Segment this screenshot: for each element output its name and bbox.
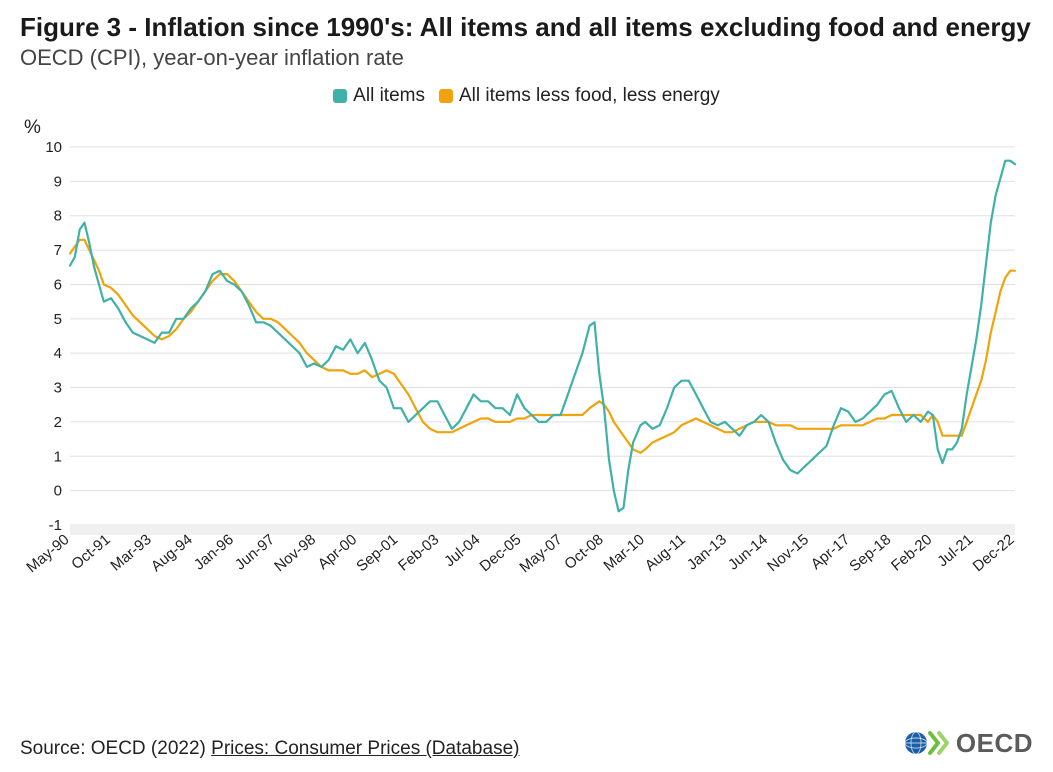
svg-text:Mar-10: Mar-10 — [600, 531, 647, 575]
svg-text:0: 0 — [54, 483, 62, 500]
footer: Source: OECD (2022) Prices: Consumer Pri… — [20, 726, 1033, 760]
legend-label-core: All items less food, less energy — [459, 85, 720, 107]
svg-text:Sep-18: Sep-18 — [846, 531, 894, 575]
svg-text:7: 7 — [54, 242, 62, 259]
svg-text:9: 9 — [54, 174, 62, 191]
chart-area: % -1012345678910May-90Oct-91Mar-93Aug-94… — [20, 125, 1033, 605]
svg-text:Nov-15: Nov-15 — [764, 531, 812, 575]
y-axis-unit: % — [24, 117, 41, 139]
svg-text:Oct-91: Oct-91 — [68, 531, 113, 573]
legend-label-all-items: All items — [353, 85, 425, 107]
oecd-logo-mark — [904, 726, 950, 760]
oecd-logo: OECD — [904, 726, 1033, 760]
chart-title: Figure 3 - Inflation since 1990's: All i… — [20, 12, 1033, 43]
gridlines — [70, 147, 1015, 525]
svg-text:Oct-08: Oct-08 — [561, 531, 606, 573]
legend-swatch-core — [439, 89, 453, 103]
svg-text:Mar-93: Mar-93 — [107, 531, 154, 575]
svg-text:4: 4 — [54, 345, 62, 362]
svg-text:Jul-21: Jul-21 — [934, 531, 976, 570]
svg-text:Jul-04: Jul-04 — [441, 531, 483, 570]
legend-item-all-items: All items — [333, 85, 425, 107]
svg-text:Dec-22: Dec-22 — [970, 531, 1018, 575]
svg-text:6: 6 — [54, 277, 62, 294]
source-prefix: Source: OECD (2022) — [20, 738, 211, 759]
x-axis: May-90Oct-91Mar-93Aug-94Jan-96Jun-97Nov-… — [23, 531, 1017, 576]
svg-text:Aug-94: Aug-94 — [148, 531, 196, 575]
svg-text:Jun-97: Jun-97 — [232, 531, 278, 574]
svg-text:Dec-05: Dec-05 — [477, 531, 525, 575]
svg-text:5: 5 — [54, 311, 62, 328]
svg-text:Jun-14: Jun-14 — [725, 531, 771, 574]
svg-text:May-07: May-07 — [516, 531, 565, 576]
svg-text:Nov-98: Nov-98 — [271, 531, 319, 575]
svg-text:10: 10 — [45, 139, 62, 156]
svg-text:May-90: May-90 — [23, 531, 72, 576]
source-link[interactable]: Prices: Consumer Prices (Database) — [211, 738, 519, 759]
oecd-logo-text: OECD — [956, 728, 1033, 759]
svg-text:3: 3 — [54, 380, 62, 397]
legend: All items All items less food, less ener… — [20, 85, 1033, 107]
figure-container: Figure 3 - Inflation since 1990's: All i… — [0, 0, 1053, 772]
chart-svg: -1012345678910May-90Oct-91Mar-93Aug-94Ja… — [20, 125, 1033, 605]
svg-text:Feb-03: Feb-03 — [395, 531, 442, 575]
x-axis-band — [70, 525, 1015, 535]
legend-item-core: All items less food, less energy — [439, 85, 720, 107]
svg-text:Jan-96: Jan-96 — [191, 531, 237, 574]
line-all-items — [70, 161, 1015, 512]
chart-subtitle: OECD (CPI), year-on-year inflation rate — [20, 45, 1033, 71]
svg-text:Apr-00: Apr-00 — [315, 531, 360, 573]
svg-text:8: 8 — [54, 208, 62, 225]
svg-text:Feb-20: Feb-20 — [888, 531, 935, 575]
svg-text:1: 1 — [54, 448, 62, 465]
svg-text:Jan-13: Jan-13 — [684, 531, 730, 574]
svg-text:Apr-17: Apr-17 — [808, 531, 853, 573]
y-axis: -1012345678910 — [45, 139, 62, 534]
legend-swatch-all-items — [333, 89, 347, 103]
svg-text:2: 2 — [54, 414, 62, 431]
source-line: Source: OECD (2022) Prices: Consumer Pri… — [20, 738, 519, 760]
svg-text:Aug-11: Aug-11 — [642, 531, 689, 574]
svg-text:Sep-01: Sep-01 — [353, 531, 401, 575]
